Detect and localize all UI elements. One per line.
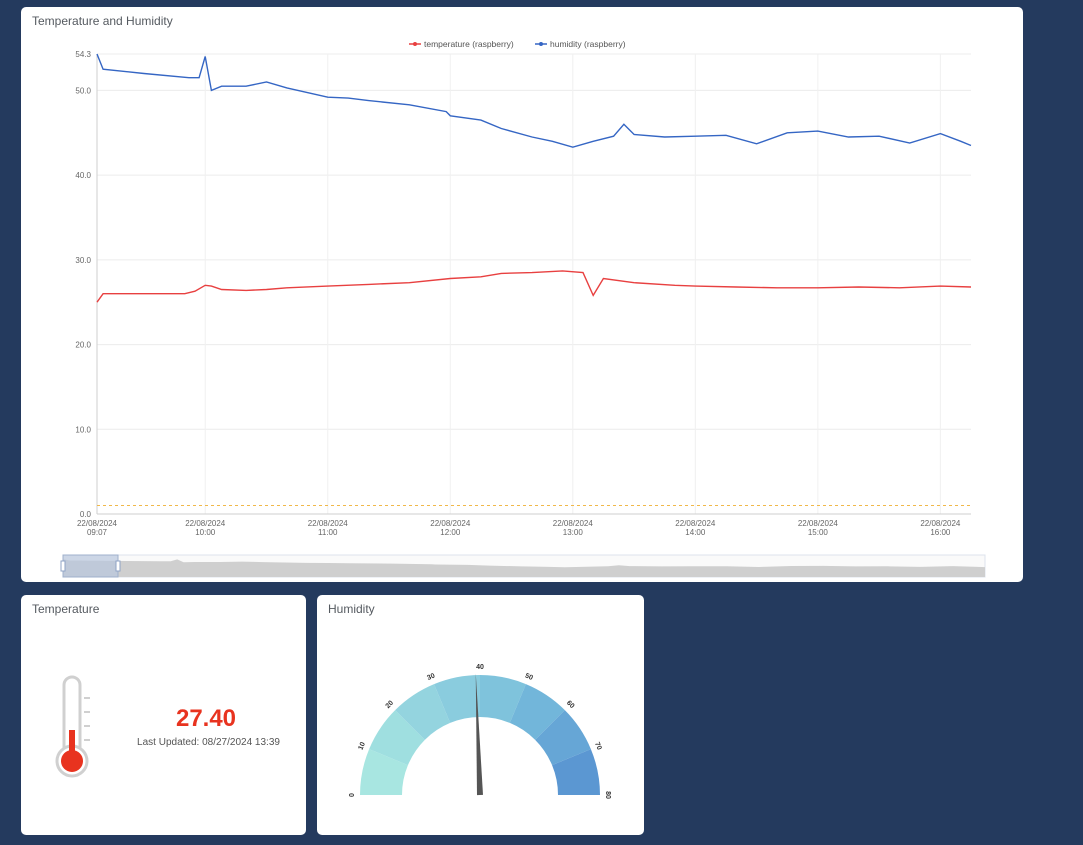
gauge-tick-label: 40 xyxy=(476,664,484,671)
legend-marker xyxy=(413,42,417,46)
zoom-preview-area xyxy=(63,559,985,577)
gauge-tick-label: 20 xyxy=(385,700,396,711)
x-tick-time: 16:00 xyxy=(930,528,951,537)
gauge-band xyxy=(480,675,526,723)
x-tick-time: 10:00 xyxy=(195,528,216,537)
y-tick-label: 10.0 xyxy=(75,425,91,434)
legend-label: humidity (raspberry) xyxy=(550,39,626,49)
x-tick-time: 11:00 xyxy=(318,528,338,537)
temperature-panel-title: Temperature xyxy=(32,602,100,616)
chart-legend[interactable]: temperature (raspberry) humidity (raspber… xyxy=(409,39,626,49)
legend-label: temperature (raspberry) xyxy=(424,39,514,49)
gauge-band xyxy=(360,749,408,795)
gauge-tick-label: 60 xyxy=(565,700,576,711)
gauge-tick-label: 80 xyxy=(604,791,611,799)
chart-panel-title: Temperature and Humidity xyxy=(32,14,173,28)
humidity-panel-title: Humidity xyxy=(328,602,375,616)
x-tick-time: 14:00 xyxy=(685,528,706,537)
y-tick-label: 40.0 xyxy=(75,171,91,180)
gauge-needle xyxy=(475,673,483,796)
y-tick-label: 0.0 xyxy=(80,510,92,519)
gauge-band xyxy=(509,684,565,740)
x-tick-date: 22/08/2024 xyxy=(308,519,349,528)
zoom-window[interactable] xyxy=(62,554,119,578)
y-tick-label: 54.3 xyxy=(75,50,91,59)
line-chart[interactable]: 0.010.020.030.040.050.054.322/08/202409:… xyxy=(21,7,1023,582)
humidity-gauge: 0 10 20 30 40 50 60 70 80 xyxy=(349,664,611,799)
x-tick-time: 09:07 xyxy=(87,528,108,537)
gauge-band xyxy=(434,675,480,723)
thermometer-icon xyxy=(55,675,90,778)
temperature-panel: Temperature 27.40 Last Updated: 08/27/20… xyxy=(21,595,306,835)
x-tick-date: 22/08/2024 xyxy=(77,519,118,528)
gauge-tick-label: 70 xyxy=(593,741,602,751)
x-tick-date: 22/08/2024 xyxy=(553,519,594,528)
x-tick-date: 22/08/2024 xyxy=(675,519,716,528)
legend-marker xyxy=(539,42,543,46)
data-zoom-slider[interactable] xyxy=(60,554,986,578)
series-line-temperature[interactable] xyxy=(96,270,972,303)
y-tick-label: 50.0 xyxy=(75,86,91,95)
gauge-tick-label: 10 xyxy=(357,741,366,751)
gauge-band xyxy=(552,749,600,795)
x-tick-date: 22/08/2024 xyxy=(185,519,226,528)
gauge-tick-label: 50 xyxy=(524,672,534,681)
gauge-band xyxy=(535,710,591,766)
gauge-tick-label: 30 xyxy=(426,672,436,681)
x-tick-time: 12:00 xyxy=(440,528,461,537)
humidity-panel: Humidity 0 10 20 30 40 50 60 70 80 xyxy=(317,595,644,835)
x-tick-date: 22/08/2024 xyxy=(430,519,471,528)
gauge-band xyxy=(369,710,425,766)
zoom-handle-right[interactable] xyxy=(115,560,121,572)
chart-panel: Temperature and Humidity 0.0 10.0 20.0 30.0… xyxy=(21,7,1023,582)
x-tick-time: 13:00 xyxy=(563,528,584,537)
temperature-value: 27.40 xyxy=(175,705,237,732)
x-tick-time: 15:00 xyxy=(808,528,829,537)
gauge-tick-label: 0 xyxy=(349,793,356,797)
y-tick-label: 20.0 xyxy=(75,341,91,350)
x-tick-date: 22/08/2024 xyxy=(798,519,839,528)
y-tick-label: 30.0 xyxy=(75,256,91,265)
series-line-humidity[interactable] xyxy=(96,53,972,148)
gauge-band xyxy=(395,684,451,740)
zoom-handle-left[interactable] xyxy=(60,560,66,572)
x-tick-date: 22/08/2024 xyxy=(920,519,961,528)
last-updated-text: Last Updated: 08/27/2024 13:39 xyxy=(137,737,280,748)
